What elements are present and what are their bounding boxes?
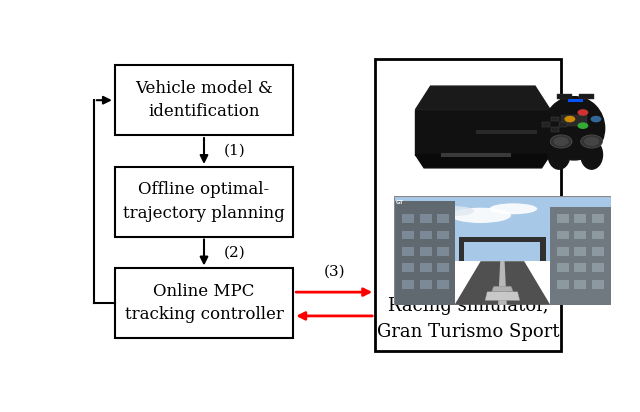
Bar [591,263,604,272]
Bar [437,280,449,288]
Bar [591,214,604,223]
Bar [574,280,586,288]
Polygon shape [415,110,550,154]
Polygon shape [485,292,520,300]
Circle shape [564,116,575,122]
Circle shape [577,109,588,116]
Circle shape [584,137,599,146]
Polygon shape [415,86,550,110]
Ellipse shape [544,97,605,160]
Bar [437,263,449,272]
Bar [442,153,511,157]
Bar [403,280,414,288]
Polygon shape [415,154,550,168]
Text: (3): (3) [323,265,345,279]
Circle shape [580,135,602,148]
Bar [550,127,559,132]
Bar [437,231,449,239]
Ellipse shape [450,208,511,223]
Bar [403,247,414,256]
Polygon shape [557,94,572,99]
Ellipse shape [435,206,474,216]
Bar [437,247,449,256]
Bar [557,263,569,272]
Bar [591,247,604,256]
Text: Offline optimal-
trajectory planning: Offline optimal- trajectory planning [123,181,285,222]
Bar [394,196,611,261]
Bar [557,231,569,239]
Bar [403,214,414,223]
Bar [420,280,432,288]
Bar [568,98,583,102]
Polygon shape [579,94,594,99]
Bar [420,231,432,239]
Ellipse shape [580,140,602,169]
Bar [561,115,588,126]
Bar [591,231,604,239]
Circle shape [550,135,572,148]
Text: Racing simulator,
Gran Turismo Sport: Racing simulator, Gran Turismo Sport [377,297,559,341]
Text: Online MPC
tracking controller: Online MPC tracking controller [125,283,284,323]
Circle shape [577,122,588,129]
FancyBboxPatch shape [115,268,293,338]
Bar [542,122,550,127]
Bar [559,122,567,127]
Bar [557,214,569,223]
Bar [574,214,586,223]
Bar [420,263,432,272]
Circle shape [591,116,602,122]
Circle shape [554,137,569,146]
Bar [574,263,586,272]
Ellipse shape [490,204,537,214]
Bar [459,237,546,241]
Text: (1): (1) [224,144,246,158]
Bar [437,214,449,223]
Bar [557,247,569,256]
Bar [403,263,414,272]
Bar [557,280,569,288]
Bar [574,231,586,239]
Ellipse shape [548,140,570,169]
Bar [459,239,465,261]
Bar [394,201,454,305]
FancyBboxPatch shape [375,59,561,351]
Polygon shape [454,261,550,305]
Bar [420,247,432,256]
Bar [591,280,604,288]
Bar [476,130,537,133]
Bar [550,207,611,305]
Text: Vehicle model &
identification: Vehicle model & identification [135,80,273,120]
Text: (2): (2) [224,246,246,260]
Text: GT: GT [396,200,404,205]
Polygon shape [498,261,507,305]
Bar [574,247,586,256]
FancyBboxPatch shape [115,167,293,236]
Bar [403,231,414,239]
Polygon shape [492,286,513,292]
Bar [550,117,559,122]
Bar [420,214,432,223]
Bar [540,239,546,261]
FancyBboxPatch shape [115,66,293,135]
